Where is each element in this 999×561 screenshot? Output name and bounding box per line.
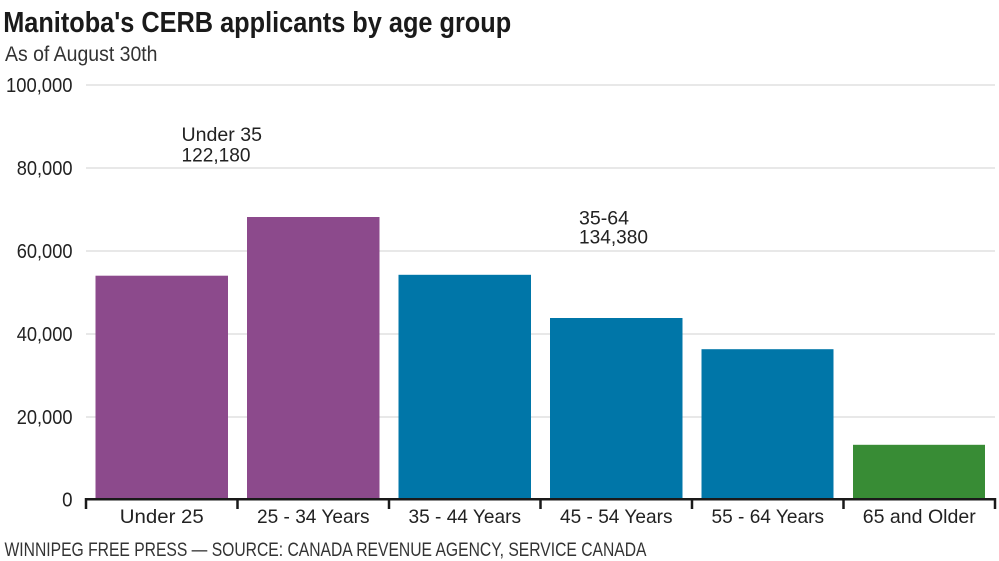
svg-text:134,380: 134,380 — [579, 226, 648, 248]
svg-text:As of August 30th: As of August 30th — [5, 43, 158, 66]
svg-text:122,180: 122,180 — [182, 144, 251, 166]
svg-text:80,000: 80,000 — [17, 157, 73, 180]
svg-text:100,000: 100,000 — [6, 74, 73, 97]
svg-text:55 - 64 Years: 55 - 64 Years — [712, 506, 825, 528]
svg-text:WINNIPEG FREE PRESS — SOURCE:: WINNIPEG FREE PRESS — SOURCE: CANADA REV… — [5, 539, 647, 561]
svg-text:Under 25: Under 25 — [120, 506, 204, 528]
svg-text:45 - 54 Years: 45 - 54 Years — [560, 506, 673, 528]
svg-text:Manitoba's CERB applicants by: Manitoba's CERB applicants by age group — [3, 7, 511, 39]
svg-text:0: 0 — [62, 488, 72, 511]
svg-text:35-64: 35-64 — [579, 208, 629, 230]
svg-text:40,000: 40,000 — [17, 323, 73, 346]
svg-text:25 - 34 Years: 25 - 34 Years — [257, 506, 370, 528]
svg-text:60,000: 60,000 — [17, 240, 73, 263]
svg-text:35 - 44 Years: 35 - 44 Years — [409, 506, 522, 528]
svg-text:65 and Older: 65 and Older — [863, 506, 977, 528]
svg-text:20,000: 20,000 — [17, 406, 73, 429]
svg-text:Under 35: Under 35 — [182, 124, 263, 146]
